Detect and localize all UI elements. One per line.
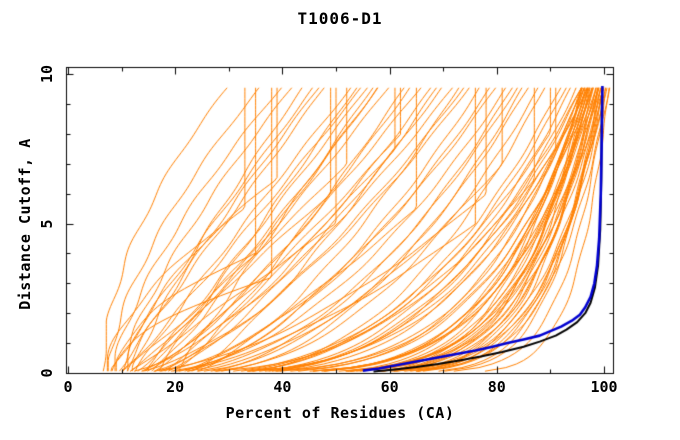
x-tick-label: 40 <box>273 378 292 396</box>
x-tick-label: 20 <box>166 378 185 396</box>
y-axis-label: Distance Cutoff, A <box>16 138 34 310</box>
x-tick-label: 60 <box>380 378 399 396</box>
y-tick-label: 5 <box>38 218 56 229</box>
y-tick-label: 0 <box>38 368 56 378</box>
x-tick-label: 0 <box>63 378 73 396</box>
x-tick-label: 80 <box>487 378 506 396</box>
x-axis-label: Percent of Residues (CA) <box>225 404 455 422</box>
chart-title: T1006-D1 <box>297 9 383 28</box>
x-tick-label: 100 <box>590 378 618 396</box>
y-tick-label: 10 <box>38 64 56 84</box>
